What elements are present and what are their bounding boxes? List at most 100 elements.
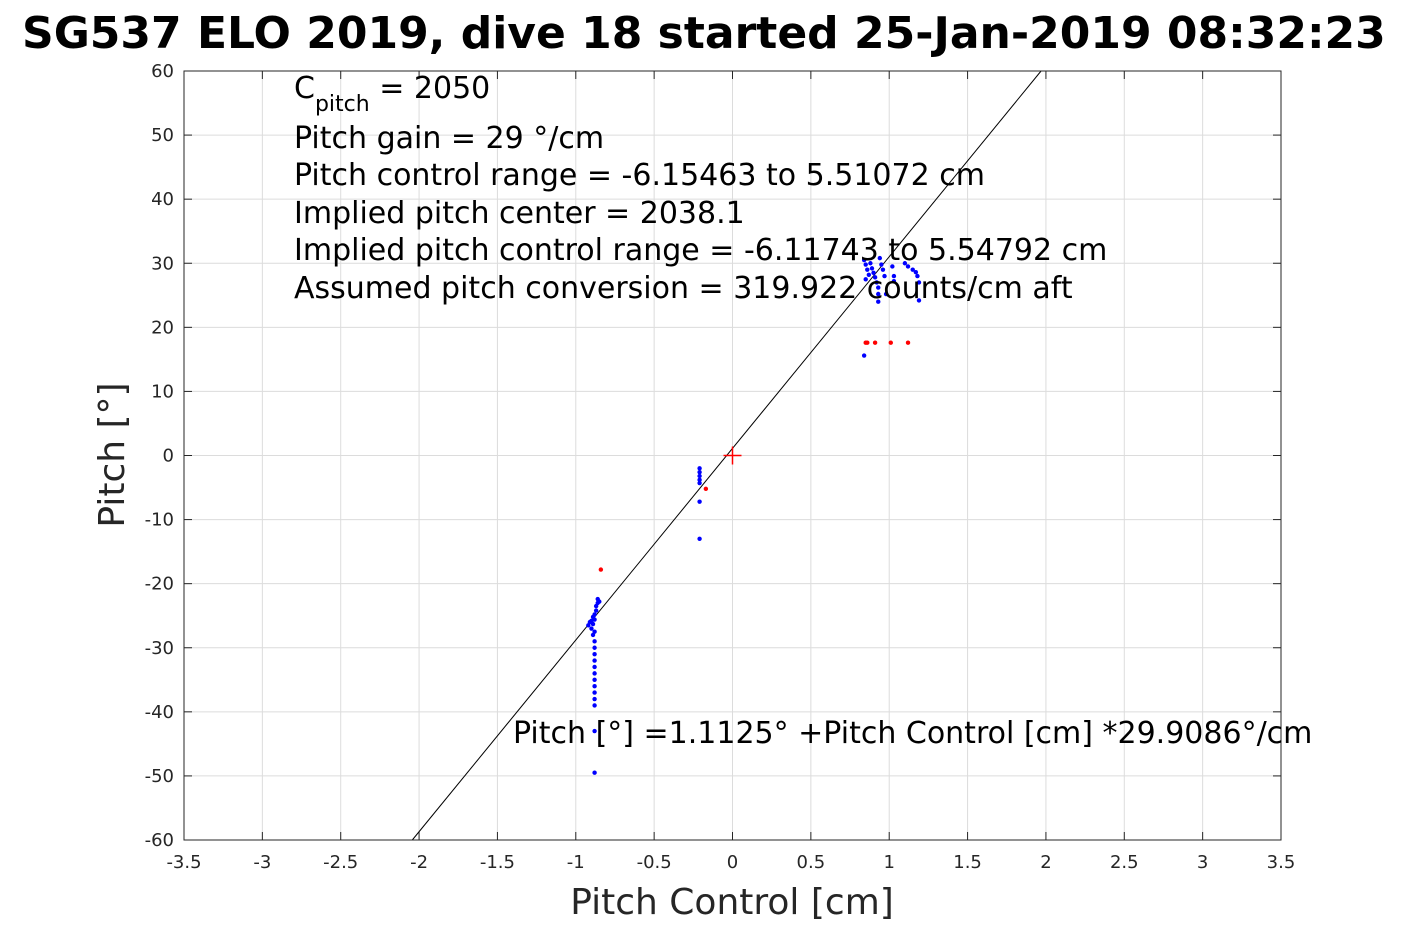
data-point-blue bbox=[592, 703, 597, 708]
y-tick-label: 0 bbox=[163, 446, 174, 467]
data-point-red bbox=[865, 340, 870, 345]
y-tick-label: -10 bbox=[145, 510, 174, 531]
x-tick-label: 1 bbox=[883, 852, 894, 873]
y-tick-label: -60 bbox=[145, 830, 174, 851]
y-tick-label: 50 bbox=[151, 125, 174, 146]
x-tick-label: -3.5 bbox=[166, 852, 201, 873]
y-tick-label: -50 bbox=[145, 766, 174, 787]
data-point-blue bbox=[913, 270, 919, 275]
x-tick-label: 2.5 bbox=[1110, 852, 1139, 873]
data-point-blue bbox=[592, 770, 597, 775]
data-point-blue bbox=[871, 270, 876, 276]
data-point-blue bbox=[697, 480, 702, 486]
data-point-blue bbox=[592, 684, 597, 689]
annotation-implied-center: Implied pitch center = 2038.1 bbox=[294, 196, 745, 231]
x-tick-label: -3 bbox=[253, 852, 271, 873]
y-tick-label: -30 bbox=[145, 638, 174, 659]
data-point-blue bbox=[592, 696, 597, 702]
data-point-blue bbox=[592, 617, 597, 622]
data-point-blue bbox=[697, 466, 702, 471]
data-point-blue bbox=[876, 291, 881, 297]
x-tick-label: 3.5 bbox=[1267, 852, 1296, 873]
data-point-blue bbox=[597, 599, 602, 604]
data-point-red bbox=[888, 340, 893, 345]
annotation-pitch-gain: Pitch gain = 29 °/cm bbox=[294, 121, 604, 156]
y-tick-label: 20 bbox=[151, 317, 174, 338]
data-point-blue bbox=[879, 262, 884, 267]
data-point-blue bbox=[592, 671, 597, 676]
data-points bbox=[586, 255, 922, 775]
data-point-blue bbox=[592, 612, 597, 617]
data-point-blue bbox=[592, 651, 597, 657]
data-point-blue bbox=[697, 536, 702, 542]
data-point-blue bbox=[876, 299, 881, 304]
data-point-blue bbox=[877, 255, 883, 261]
data-point-blue bbox=[865, 267, 870, 272]
data-point-blue bbox=[592, 664, 597, 670]
data-point-blue bbox=[590, 621, 596, 627]
x-tick-label: 0 bbox=[727, 852, 738, 873]
data-point-blue bbox=[592, 658, 597, 663]
data-point-blue bbox=[891, 278, 897, 284]
data-point-blue bbox=[592, 645, 597, 650]
center-marker-layer bbox=[723, 446, 742, 465]
x-tick-label: -1.5 bbox=[480, 852, 515, 873]
x-tick-label: -2.5 bbox=[323, 852, 358, 873]
data-point-red bbox=[703, 486, 709, 492]
y-tick-label: 30 bbox=[151, 253, 174, 274]
data-point-red bbox=[905, 340, 911, 345]
data-point-blue bbox=[593, 608, 599, 613]
data-point-blue bbox=[872, 275, 878, 280]
data-point-blue bbox=[891, 273, 897, 279]
x-axis-label: Pitch Control [cm] bbox=[570, 882, 894, 923]
x-tick-label: 1.5 bbox=[953, 852, 982, 873]
y-tick-label: 60 bbox=[151, 61, 174, 82]
x-tick-label: -1 bbox=[567, 852, 585, 873]
data-point-blue bbox=[882, 273, 887, 279]
y-tick-label: 40 bbox=[151, 189, 174, 210]
x-tick-label: 2 bbox=[1040, 852, 1051, 873]
data-point-blue bbox=[592, 728, 597, 734]
c-pitch-subscript: pitch bbox=[315, 92, 370, 117]
data-point-blue bbox=[890, 264, 895, 269]
data-point-blue bbox=[697, 477, 702, 483]
c-pitch-value: = 2050 bbox=[370, 71, 491, 106]
data-point-blue bbox=[863, 277, 868, 282]
data-point-blue bbox=[866, 272, 872, 277]
data-point-blue bbox=[592, 677, 597, 682]
plot-frame bbox=[183, 70, 1282, 841]
data-point-blue bbox=[905, 264, 911, 269]
data-point-red bbox=[872, 340, 878, 345]
x-tick-label: -0.5 bbox=[637, 852, 672, 873]
y-axis-label: Pitch [°] bbox=[92, 382, 133, 527]
data-point-blue bbox=[590, 632, 596, 638]
c-pitch-symbol: C bbox=[294, 71, 315, 106]
data-point-blue bbox=[915, 273, 920, 279]
x-tick-label: 0.5 bbox=[797, 852, 826, 873]
data-point-blue bbox=[869, 266, 875, 271]
data-point-blue bbox=[883, 291, 889, 297]
data-point-blue bbox=[861, 257, 867, 263]
data-point-blue bbox=[592, 639, 597, 644]
data-point-blue bbox=[697, 473, 702, 479]
data-point-blue bbox=[868, 261, 873, 266]
data-point-blue bbox=[697, 499, 702, 504]
x-tick-label: -2 bbox=[410, 852, 428, 873]
x-tick-label: 3 bbox=[1197, 852, 1208, 873]
data-point-blue bbox=[863, 262, 868, 267]
y-tick-label: 10 bbox=[151, 381, 174, 402]
y-tick-label: -40 bbox=[145, 702, 174, 723]
annotation-c-pitch: Cpitch = 2050 bbox=[294, 71, 490, 117]
y-tick-labels: -60 -50 -40 -30 -20 -10 0 10 20 30 40 50 60 bbox=[145, 61, 174, 851]
data-point-blue bbox=[592, 690, 597, 695]
annotation-implied-range: Implied pitch control range = -6.11743 t… bbox=[294, 233, 1107, 268]
data-point-blue bbox=[861, 353, 867, 358]
data-point-red bbox=[598, 567, 604, 572]
data-point-blue bbox=[902, 261, 908, 266]
data-point-blue bbox=[876, 285, 881, 290]
data-point-blue bbox=[874, 280, 879, 285]
y-tick-label: -20 bbox=[145, 574, 174, 595]
data-point-blue bbox=[916, 298, 922, 303]
data-point-blue bbox=[910, 267, 915, 272]
